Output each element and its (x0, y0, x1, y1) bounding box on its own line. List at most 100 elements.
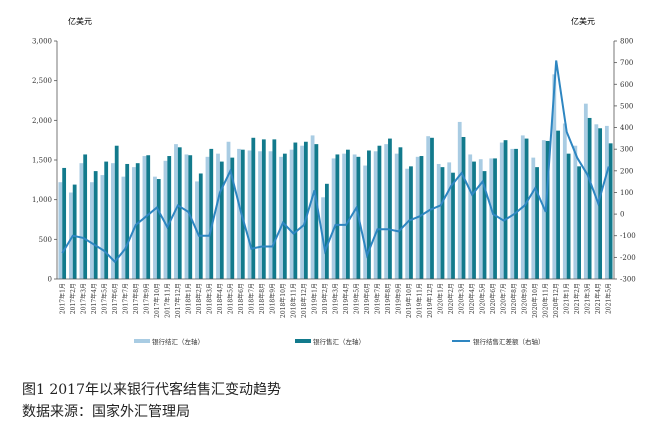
x-tick-label: 2017年4月 (90, 283, 98, 314)
sales-bar (472, 161, 476, 279)
settlement-bar (489, 158, 494, 279)
sales-bar (503, 140, 508, 279)
x-tick-label: 2018年4月 (216, 283, 224, 314)
x-tick-label: 2020年1月 (437, 283, 445, 314)
x-tick-label: 2018年9月 (268, 283, 276, 314)
x-tick-label: 2017年9月 (142, 283, 150, 314)
settlement-bar (583, 103, 588, 279)
sales-bar (114, 145, 119, 279)
right-tick-label: -300 (620, 276, 636, 284)
x-tick-label: 2019年2月 (321, 283, 329, 314)
settlement-bar (300, 145, 304, 279)
x-tick-label: 2018年6月 (237, 283, 245, 314)
sales-bar (156, 179, 161, 279)
sales-bar (261, 139, 266, 279)
sales-bar (198, 173, 203, 279)
sales-bar (335, 154, 340, 279)
right-tick-label: 600 (620, 81, 633, 89)
figure-caption: 图1 2017年以来银行代客结售汇变动趋势 (22, 382, 281, 398)
left-tick-label: 1,500 (32, 157, 52, 165)
sales-bar (230, 157, 235, 279)
legend-swatch-settlement (134, 339, 150, 343)
settlement-bar (457, 121, 462, 279)
left-tick-label: 1,000 (32, 196, 52, 204)
sales-bar (146, 155, 151, 279)
settlement-bar (184, 154, 189, 279)
sales-bar (177, 147, 182, 279)
x-tick-label: 2019年9月 (395, 283, 403, 314)
figure-source: 数据来源：国家外汇管理局 (22, 404, 190, 420)
settlement-bar (279, 156, 283, 279)
x-tick-label: 2020年2月 (447, 283, 455, 314)
x-tick-label: 2017年11月 (163, 283, 171, 318)
x-tick-label: 2021年2月 (573, 283, 581, 314)
x-tick-label: 2019年11月 (416, 283, 424, 318)
settlement-bar (226, 141, 231, 279)
x-tick-label: 2019年1月 (311, 283, 319, 314)
right-tick-label: 200 (620, 167, 633, 175)
right-tick-label: 0 (620, 211, 624, 219)
x-tick-label: 2018年11月 (290, 283, 298, 318)
x-tick-label: 2021年4月 (594, 283, 602, 314)
x-tick-label: 2021年3月 (584, 283, 592, 314)
x-tick-label: 2017年3月 (79, 283, 87, 314)
x-tick-label: 2021年5月 (605, 283, 613, 314)
sales-bar (377, 145, 382, 279)
x-tick-label: 2018年3月 (205, 283, 213, 314)
x-tick-label: 2020年3月 (458, 283, 466, 314)
x-axis-ticks: 2017年1月 2017年2月 2017年3月 2017年4月 2017年5月 2017年… (58, 283, 612, 318)
sales-bar (535, 167, 539, 279)
x-tick-label: 2020年5月 (479, 283, 487, 314)
settlement-bar (205, 156, 210, 279)
right-tick-label: -200 (620, 254, 636, 262)
left-axis-unit: 亿美元 (68, 16, 92, 26)
sales-bar (461, 136, 466, 279)
settlement-bar (342, 153, 347, 279)
settlement-bar (447, 162, 452, 279)
sales-bar (409, 166, 413, 279)
left-tick-label: 500 (39, 236, 52, 244)
right-axis-unit: 亿美元 (571, 16, 595, 26)
sales-bar (282, 153, 287, 279)
settlement-bar (153, 176, 157, 279)
x-tick-label: 2019年3月 (332, 283, 340, 314)
net-difference-line (61, 60, 610, 264)
x-tick-label: 2019年6月 (363, 283, 371, 314)
settlement-bar (394, 153, 399, 279)
settlement-bar (268, 151, 273, 279)
settlement-bar (121, 176, 126, 279)
settlement-bar (363, 165, 368, 279)
sales-bar (251, 137, 256, 279)
settlement-bar (310, 135, 315, 279)
x-tick-label: 2020年7月 (500, 283, 508, 314)
sales-bar (72, 184, 77, 279)
sales-bar (324, 183, 329, 279)
settlement-bar (258, 151, 262, 279)
sales-bar (608, 143, 613, 279)
x-tick-label: 2017年1月 (58, 283, 66, 314)
sales-bar (398, 147, 403, 279)
sales-bar (482, 171, 487, 279)
x-tick-label: 2018年7月 (247, 283, 255, 314)
right-tick-label: 300 (620, 146, 633, 154)
right-tick-label: -100 (620, 232, 636, 240)
sales-bar (388, 138, 392, 279)
right-tick-label: 400 (620, 124, 633, 132)
settlement-bar (68, 192, 73, 279)
left-tick-label: 3,000 (32, 38, 52, 46)
legend-label-sales: 银行售汇（左轴） (313, 337, 365, 346)
sales-bar (167, 156, 172, 279)
right-tick-label: 700 (620, 59, 633, 67)
settlement-bar (573, 145, 578, 279)
x-tick-label: 2020年12月 (552, 283, 560, 318)
sales-bar (62, 167, 67, 279)
sales-bar (125, 163, 130, 279)
legend-label-net: 银行结售汇差额（右轴） (473, 337, 545, 346)
settlement-bar (478, 159, 483, 279)
sales-bar (587, 117, 592, 279)
sales-bar (83, 154, 88, 279)
legend-label-settlement: 银行结汇（左轴） (152, 337, 204, 346)
left-tick-label: 2,500 (32, 77, 52, 85)
sales-bar (440, 167, 445, 279)
sales-bar (346, 149, 350, 279)
